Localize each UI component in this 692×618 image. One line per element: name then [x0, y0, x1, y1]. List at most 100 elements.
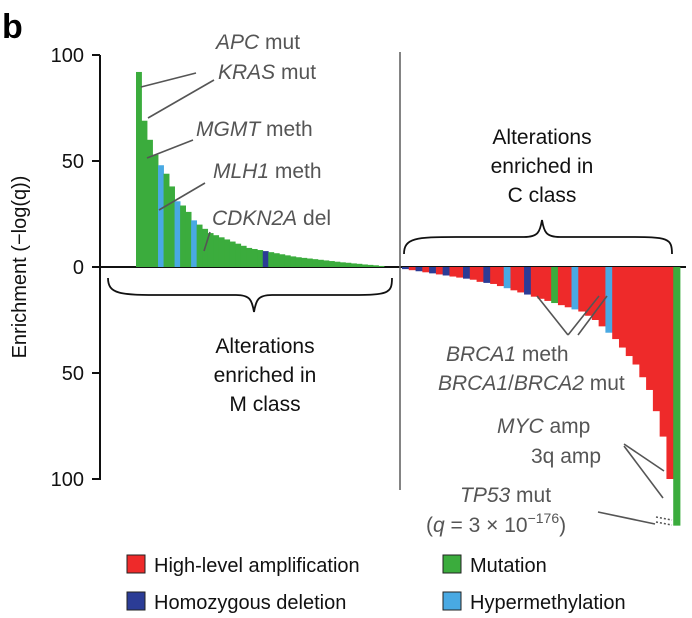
m-class-bar: [196, 224, 203, 267]
c-class-bar: [435, 267, 444, 275]
annotation-apc: APC mut: [214, 31, 300, 54]
c-class-bar: [429, 267, 437, 274]
m-class-bar: [191, 220, 198, 267]
m-class-bar: [334, 261, 341, 267]
annotation-mlh1: MLH1 meth: [213, 160, 322, 183]
c-class-bar: [564, 267, 572, 308]
axis-break-marks: [655, 516, 673, 526]
m-class-label: Alterations enriched in M class: [214, 335, 317, 416]
m-class-bar: [235, 243, 242, 267]
c-class-bar: [476, 267, 484, 282]
m-class-bar: [174, 201, 181, 267]
m-class-bar: [378, 265, 385, 267]
m-class-bar: [372, 265, 379, 267]
c-class-bar: [422, 267, 430, 273]
m-class-bar: [301, 257, 308, 267]
c-class-bar: [571, 267, 579, 310]
m-class-bar: [356, 263, 363, 267]
c-class-bar: [483, 267, 491, 283]
m-class-bar: [229, 241, 236, 267]
c-class-label: Alterations enriched in C class: [491, 126, 594, 207]
annotation-kras: KRAS mut: [218, 61, 316, 84]
m-class-label-line: Alterations: [215, 335, 314, 358]
y-axis-label: Enrichment (−log(q)): [9, 176, 31, 359]
c-class-bar: [490, 267, 498, 284]
legend-swatch-hypermethylation: [442, 591, 462, 611]
annotation-3q: 3q amp: [531, 445, 601, 468]
c-class-bar: [551, 267, 559, 304]
annotation-myc: MYC amp: [497, 415, 590, 438]
c-class-bar: [463, 267, 471, 279]
m-class-bar: [323, 260, 330, 267]
m-class-bar: [141, 120, 148, 267]
annotation-brca1-meth: BRCA1 meth: [446, 343, 569, 366]
m-class-bar: [147, 139, 153, 267]
m-class-bar: [257, 250, 264, 267]
c-class-bar: [618, 267, 627, 348]
c-class-bar: [449, 267, 457, 277]
m-class-bar: [361, 264, 368, 267]
m-class-bar: [262, 251, 269, 267]
m-class-bar: [273, 253, 280, 267]
legend-label: Homozygous deletion: [154, 592, 346, 614]
m-class-label-line: M class: [229, 393, 300, 416]
m-class-bar: [317, 259, 324, 267]
c-class-bar: [544, 267, 552, 301]
m-class-brace: [107, 277, 393, 313]
m-class-bar: [251, 248, 258, 267]
annotation-brca-mut: BRCA1/BRCA2 mut: [438, 372, 625, 395]
m-class-bar: [345, 262, 352, 267]
c-class-label-line: enriched in: [491, 155, 594, 178]
c-class-bar: [408, 267, 416, 271]
c-class-bar: [517, 267, 525, 293]
c-class-bar: [639, 267, 647, 378]
c-class-bar: [524, 267, 532, 295]
annotation-leaders: [140, 72, 665, 525]
c-class-bar: [557, 267, 566, 306]
m-class-bar: [268, 252, 275, 267]
y-tick-label: 0: [73, 257, 84, 279]
c-class-bar: [605, 267, 613, 333]
m-class-bar: [169, 186, 175, 267]
annotation-cdkn2a: CDKN2A del: [212, 207, 331, 230]
legend-swatch-deletion: [126, 591, 146, 611]
m-class-bar: [306, 258, 313, 267]
m-class-bar: [213, 235, 220, 267]
annotation-mgmt: MGMT meth: [196, 118, 313, 141]
m-class-bar: [350, 263, 357, 267]
m-class-bar: [218, 237, 225, 267]
c-class-bars: [402, 267, 681, 526]
c-class-bar: [537, 267, 545, 299]
legend-swatch-amplification: [126, 554, 146, 574]
y-tick-label: 100: [51, 45, 84, 67]
m-class-bar: [240, 245, 247, 267]
c-class-bar: [415, 267, 423, 272]
m-class-label-line: enriched in: [214, 364, 317, 387]
c-class-bar: [530, 267, 539, 297]
c-class-bar: [402, 267, 410, 270]
c-class-bar: [625, 267, 633, 357]
m-class-bar: [284, 255, 291, 267]
annotation-tp53-q: (q = 3 × 10−176): [426, 510, 566, 537]
m-class-bar: [339, 262, 346, 267]
y-tick-label: 50: [62, 151, 84, 173]
c-class-bar: [598, 267, 606, 327]
m-class-bar: [290, 256, 297, 267]
legend: High-level amplification Mutation Homozy…: [126, 554, 626, 614]
m-class-bar: [246, 247, 253, 267]
annotations: APC mut KRAS mut MGMT meth MLH1 meth CDK…: [196, 31, 625, 537]
m-class-bar: [279, 254, 286, 267]
c-class-bar: [612, 267, 620, 340]
legend-label: Mutation: [470, 555, 547, 577]
c-class-label-line: Alterations: [492, 126, 591, 149]
m-class-bar: [367, 264, 374, 267]
m-class-bar: [158, 165, 164, 267]
c-class-bar: [469, 267, 477, 280]
legend-swatch-mutation: [442, 554, 462, 574]
panel-label: b: [2, 8, 23, 46]
annotation-tp53: TP53 mut: [460, 484, 551, 507]
m-class-bar: [312, 259, 319, 267]
c-class-bar: [659, 267, 667, 437]
c-class-bar: [503, 267, 511, 289]
